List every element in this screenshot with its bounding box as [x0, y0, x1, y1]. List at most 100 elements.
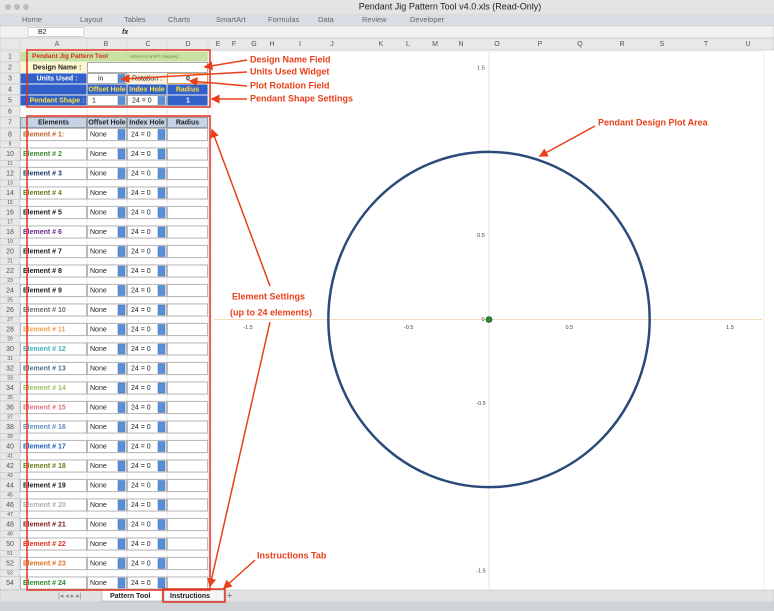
spinner[interactable]	[117, 324, 126, 335]
cell	[20, 459, 87, 473]
spinner[interactable]	[157, 148, 166, 160]
spinner[interactable]	[157, 538, 166, 550]
row-number: 37	[7, 415, 13, 421]
spinner[interactable]	[117, 382, 126, 394]
spinner[interactable]	[157, 558, 166, 569]
row-number: 3	[8, 75, 12, 82]
spinner[interactable]	[157, 246, 166, 257]
cell	[127, 401, 167, 414]
cell	[167, 362, 208, 375]
spinner[interactable]	[117, 499, 126, 511]
add-sheet-button[interactable]: +	[227, 590, 232, 600]
spinner[interactable]	[117, 421, 126, 433]
spinner[interactable]	[117, 148, 126, 160]
spinner[interactable]	[157, 499, 166, 511]
name-box[interactable]	[27, 27, 85, 37]
spinner[interactable]	[157, 207, 166, 218]
cell	[20, 401, 87, 414]
element-name: Element # 4	[23, 190, 62, 197]
spinner[interactable]	[157, 285, 166, 296]
cell	[127, 440, 167, 453]
ribbon-tab[interactable]: Data	[318, 15, 335, 24]
element-name: Element # 6	[23, 229, 62, 236]
spinner[interactable]	[117, 460, 126, 472]
offset-hole: None	[90, 307, 107, 314]
spinner[interactable]	[117, 207, 126, 218]
cell	[20, 147, 87, 161]
spinner[interactable]	[117, 558, 126, 569]
sheet-nav-arrows[interactable]: |◂ ◂ ▸ ▸|	[58, 593, 82, 600]
ribbon-tab[interactable]: Review	[362, 15, 387, 24]
row-number: 33	[7, 376, 13, 382]
cell	[167, 186, 208, 200]
spinner[interactable]	[117, 168, 126, 179]
spinner[interactable]	[117, 285, 126, 296]
spinner[interactable]	[157, 265, 166, 277]
ribbon-tab[interactable]: Tables	[124, 15, 146, 24]
ribbon-tab[interactable]: Home	[22, 15, 42, 24]
row-number: 19	[7, 239, 13, 245]
spinner[interactable]	[117, 343, 126, 355]
minimize-button[interactable]	[14, 4, 20, 10]
spinner[interactable]	[117, 577, 126, 589]
cell	[87, 459, 127, 473]
cell	[127, 342, 167, 356]
ribbon-tab[interactable]: Layout	[80, 15, 103, 24]
spinner[interactable]	[117, 265, 126, 277]
offset-hole: None	[90, 502, 107, 509]
index-hole: 24 = 0	[131, 365, 151, 372]
cell	[127, 206, 167, 219]
spinner[interactable]	[117, 304, 126, 316]
close-button[interactable]	[5, 4, 11, 10]
annotation: Element Settings	[232, 291, 305, 301]
spinner[interactable]	[117, 441, 126, 452]
spinner[interactable]	[157, 402, 166, 413]
spinner[interactable]	[117, 519, 126, 530]
spinner[interactable]	[117, 187, 126, 199]
column-header: B	[104, 41, 109, 48]
cell	[87, 401, 127, 414]
ribbon-tab[interactable]: SmartArt	[216, 15, 247, 24]
row-number: 36	[6, 404, 14, 411]
spinner[interactable]	[117, 96, 126, 105]
spinner[interactable]	[157, 343, 166, 355]
spinner[interactable]	[117, 538, 126, 550]
spinner[interactable]	[157, 441, 166, 452]
spinner[interactable]	[157, 382, 166, 394]
spinner[interactable]	[157, 324, 166, 335]
row-number: 28	[6, 326, 14, 333]
spinner[interactable]	[157, 577, 166, 589]
row-number: 35	[7, 395, 13, 401]
element-name: Element # 17	[23, 443, 66, 450]
spinner[interactable]	[157, 421, 166, 433]
offset-hole: None	[90, 131, 107, 138]
row-number: 44	[6, 482, 14, 489]
cell-text: Elements	[38, 119, 69, 126]
spinner[interactable]	[117, 363, 126, 374]
spinner[interactable]	[157, 96, 166, 105]
cell-text: 1	[186, 97, 190, 104]
spinner[interactable]	[117, 480, 126, 491]
cell	[87, 206, 127, 219]
spinner[interactable]	[157, 519, 166, 530]
ribbon-tab[interactable]: Formulas	[268, 15, 300, 24]
spinner[interactable]	[157, 304, 166, 316]
ribbon-tab[interactable]: Developer	[410, 15, 445, 24]
ribbon-tab[interactable]: Charts	[168, 15, 190, 24]
cell	[167, 479, 208, 492]
spinner[interactable]	[117, 226, 126, 238]
spinner[interactable]	[157, 460, 166, 472]
row-number: 31	[7, 356, 13, 362]
spinner[interactable]	[157, 129, 166, 140]
cell	[20, 557, 87, 570]
zoom-button[interactable]	[23, 4, 29, 10]
spinner[interactable]	[157, 187, 166, 199]
spinner[interactable]	[157, 168, 166, 179]
spinner[interactable]	[117, 129, 126, 140]
spinner[interactable]	[117, 402, 126, 413]
spinner[interactable]	[157, 226, 166, 238]
cell	[127, 95, 167, 106]
spinner[interactable]	[157, 363, 166, 374]
spinner[interactable]	[157, 480, 166, 491]
spinner[interactable]	[117, 246, 126, 257]
